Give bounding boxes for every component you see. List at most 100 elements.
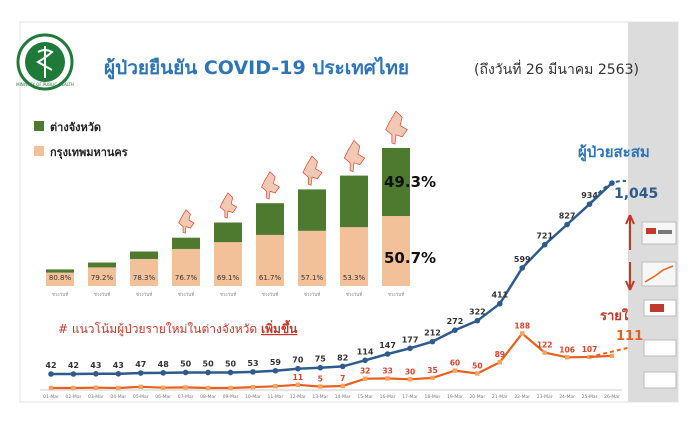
cumulative-point-3 [115,371,122,377]
cumulative-label-20: 411 [491,291,508,300]
x-tick-7: 08-Mar [200,394,216,400]
thumbnail-icon-2 [641,261,677,287]
cumulative-label-12: 75 [315,355,327,364]
cumulative-point-4 [137,370,144,376]
bar-inner-label-4: 69.1% [217,274,240,282]
thailand-map-6 [302,155,323,186]
x-tick-8: 09-Mar [223,394,239,400]
x-tick-6: 07-Mar [178,394,194,400]
bar-tick-label-4: ช่วงวันที่ [220,291,236,298]
daily-point-7 [205,385,211,391]
x-tick-19: 20-Mar [469,394,485,400]
daily-label: รายใ [600,307,629,324]
stacked-bar-chart: 80.8% ช่วงวันที่ 79.2% ช่วงวันที่ 78.3% ช่วงว… [46,148,410,298]
cumulative-label-3: 43 [113,361,124,370]
daily-point-20 [497,359,502,365]
bar-provinces-6 [298,189,326,231]
cumulative-point-23 [564,221,570,228]
daily-point-21 [520,331,525,336]
cumulative-total: 1,045 [614,186,658,202]
cumulative-label-16: 177 [402,335,419,344]
bar-tick-label-5: ช่วงวันที่ [262,291,278,298]
x-tick-0: 01-Mar [43,394,59,400]
daily-point-6 [183,385,188,390]
daily-label-21: 188 [514,321,530,330]
daily-point-16 [407,377,413,382]
daily-point-18 [452,368,458,373]
daily-label-19: 50 [472,362,482,371]
cumulative-point-2 [93,371,99,377]
cumulative-label-6: 50 [180,359,192,368]
daily-label-11: 11 [293,373,303,382]
bar-provinces-4 [214,222,242,243]
thailand-map-3 [178,209,195,234]
x-tick-15: 16-Mar [380,394,396,400]
cumulative-point-0 [48,371,54,377]
bar-provinces-3 [172,237,200,249]
cumulative-projection [588,179,627,205]
cumulative-point-9 [250,369,256,375]
thumbnail-icon-5 [643,371,677,389]
arrow-down-icon [625,262,635,291]
cumulative-label-11: 70 [292,356,304,365]
daily-point-13 [340,383,345,389]
daily-point-8 [228,385,233,391]
bar-provinces-5 [256,203,284,235]
cumulative-label-18: 272 [447,317,464,326]
daily-point-5 [161,385,166,390]
cumulative-label-2: 43 [90,361,101,370]
cumulative-label-14: 114 [357,347,374,356]
x-tick-3: 04-Mar [110,394,126,400]
cumulative-label-13: 82 [337,353,348,362]
cumulative-point-19 [474,317,481,324]
daily-point-25 [609,353,615,359]
bar-inner-label-1: 79.2% [91,274,114,282]
bar-inner-label-3: 76.7% [175,274,198,282]
daily-label-22: 122 [537,341,553,350]
cumulative-point-22 [541,241,548,248]
cumulative-point-14 [362,357,368,364]
x-tick-17: 18-Mar [425,394,441,400]
bar-bangkok-6 [298,230,326,286]
bar-inner-label-5: 61.7% [259,274,282,282]
x-tick-10: 11-Mar [267,394,283,400]
daily-point-22 [542,350,547,355]
thailand-map-8 [385,110,408,145]
daily-label-16: 30 [405,367,415,376]
cumulative-point-17 [429,338,436,345]
x-tick-1: 02-Mar [66,394,82,400]
x-tick-20: 21-Mar [492,394,508,400]
daily-point-17 [430,375,435,381]
bar-tick-label-7: ช่วงวันที่ [346,291,362,298]
daily-point-23 [564,355,570,360]
cumulative-label-9: 53 [247,359,258,368]
daily-point-2 [93,385,99,390]
arrow-up-icon [625,214,635,250]
daily-label-18: 60 [450,359,460,368]
bar-provinces-8 [382,148,410,217]
thumbnail-icon-4 [643,339,677,357]
cumulative-point-20 [497,300,503,307]
x-tick-25: 26-Mar [604,394,620,400]
bar-tick-label-6: ช่วงวันที่ [304,291,320,298]
daily-point-0 [48,385,54,391]
daily-point-1 [71,385,76,391]
daily-label-17: 35 [427,366,437,375]
cumulative-label-23: 827 [559,212,576,221]
thailand-maps [178,110,408,234]
x-tick-11: 12-Mar [290,394,306,400]
cumulative-label-10: 59 [270,358,282,367]
cumulative-label-17: 212 [424,329,441,338]
big-label-provinces: 49.3% [384,173,436,191]
daily-label-20: 89 [495,350,505,359]
x-tick-14: 15-Mar [357,394,373,400]
daily-point-4 [138,384,143,390]
cumulative-point-15 [384,351,391,357]
x-tick-24: 25-Mar [582,394,598,400]
cumulative-point-21 [519,265,526,271]
daily-point-3 [116,385,121,391]
cumulative-point-11 [295,365,301,372]
bar-provinces-7 [340,175,368,228]
bar-inner-label-6: 57.1% [301,274,324,282]
